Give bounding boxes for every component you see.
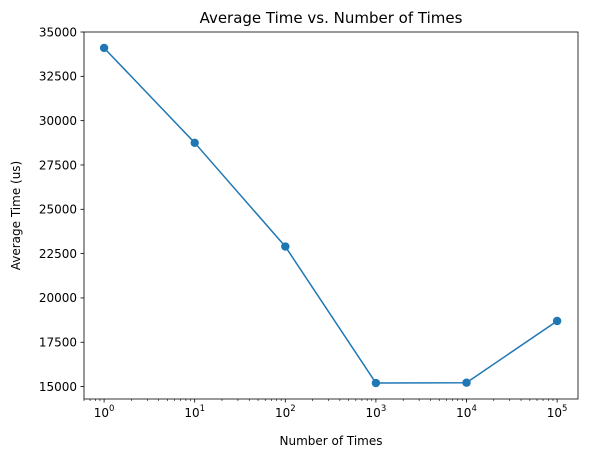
x-tick-label: 104 bbox=[456, 404, 477, 420]
data-point bbox=[372, 379, 380, 387]
x-tick-label: 100 bbox=[94, 404, 115, 420]
y-axis-label: Average Time (us) bbox=[9, 161, 23, 271]
y-tick-label: 35000 bbox=[39, 25, 77, 39]
y-tick-label: 27500 bbox=[39, 158, 77, 172]
y-tick-label: 32500 bbox=[39, 70, 77, 84]
x-axis: 100 101 102 103 104 105 bbox=[84, 399, 567, 420]
series-line bbox=[104, 48, 557, 383]
x-tick-label: 102 bbox=[275, 404, 296, 420]
x-tick-label: 101 bbox=[184, 404, 205, 420]
x-tick-label: 103 bbox=[366, 404, 387, 420]
y-tick-label: 17500 bbox=[39, 336, 77, 350]
data-point bbox=[100, 44, 108, 52]
x-axis-label: Number of Times bbox=[279, 434, 382, 448]
series-layer bbox=[100, 44, 561, 387]
data-point bbox=[462, 378, 470, 386]
data-point bbox=[553, 317, 561, 325]
y-tick-label: 20000 bbox=[39, 291, 77, 305]
data-point bbox=[191, 139, 199, 147]
y-tick-label: 25000 bbox=[39, 203, 77, 217]
y-tick-label: 22500 bbox=[39, 247, 77, 261]
y-tick-label: 30000 bbox=[39, 114, 77, 128]
y-tick-label: 15000 bbox=[39, 380, 77, 394]
chart-title: Average Time vs. Number of Times bbox=[200, 9, 463, 27]
data-point bbox=[281, 242, 289, 250]
plot-frame bbox=[84, 32, 578, 399]
y-axis: 15000 17500 20000 22500 25000 27500 30000 32500… bbox=[39, 25, 84, 394]
x-tick-label: 105 bbox=[547, 404, 568, 420]
